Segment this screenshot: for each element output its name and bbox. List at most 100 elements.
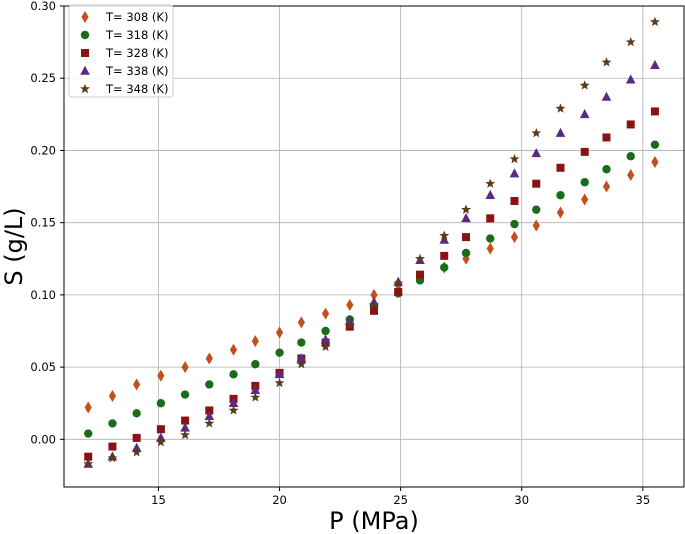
data-point xyxy=(601,57,612,67)
x-axis-ticks: 15 20 25 30 35 xyxy=(151,487,650,507)
data-point xyxy=(625,36,636,47)
data-point xyxy=(205,380,214,389)
x-tick-label: 35 xyxy=(636,493,651,507)
data-point xyxy=(531,148,542,158)
legend-marker xyxy=(80,65,90,75)
data-point xyxy=(439,234,450,244)
legend-marker xyxy=(81,49,89,57)
data-point xyxy=(133,378,141,391)
series-3-points xyxy=(84,107,659,461)
data-point xyxy=(555,127,566,137)
data-point xyxy=(556,191,565,200)
data-point xyxy=(84,452,93,461)
data-point xyxy=(602,133,611,142)
data-point xyxy=(346,299,354,311)
data-point xyxy=(601,91,612,101)
data-point xyxy=(229,370,238,379)
data-point xyxy=(649,16,660,27)
x-tick-label: 25 xyxy=(393,493,408,507)
data-point xyxy=(297,338,306,347)
data-point xyxy=(461,204,471,214)
legend-marker xyxy=(81,11,89,23)
data-point xyxy=(274,377,285,388)
data-point xyxy=(650,140,660,149)
data-point xyxy=(532,219,540,232)
data-point xyxy=(180,429,191,440)
data-point xyxy=(439,230,450,240)
data-point xyxy=(275,348,284,357)
data-point xyxy=(625,74,636,84)
data-point xyxy=(510,197,519,205)
series-2-points xyxy=(84,140,660,438)
x-tick-label: 15 xyxy=(151,493,166,507)
x-axis-label: P (MPa) xyxy=(329,507,419,534)
data-point xyxy=(205,406,214,415)
data-point xyxy=(107,452,118,463)
data-point xyxy=(555,103,566,113)
data-point xyxy=(486,234,495,243)
data-point xyxy=(228,397,239,408)
data-point xyxy=(83,458,94,469)
data-point xyxy=(108,419,117,428)
data-point xyxy=(581,193,589,206)
data-point xyxy=(180,390,190,399)
data-point xyxy=(251,335,259,348)
y-axis-ticks: 0.00 0.05 0.10 0.15 0.20 0.25 0.30 xyxy=(30,0,64,446)
data-point xyxy=(532,205,541,214)
legend-marker xyxy=(80,83,90,94)
legend-marker xyxy=(80,30,90,40)
data-point xyxy=(229,343,238,356)
data-point xyxy=(510,219,519,229)
data-point xyxy=(321,307,330,320)
data-point xyxy=(556,206,565,219)
data-point xyxy=(415,253,425,263)
data-point xyxy=(485,189,496,200)
data-point xyxy=(84,401,92,414)
data-point xyxy=(131,447,142,457)
data-point xyxy=(532,179,541,188)
data-point xyxy=(204,418,215,428)
data-point xyxy=(344,320,355,330)
y-axis-label: S (g/L) xyxy=(0,207,28,285)
legend-box xyxy=(68,4,174,98)
x-tick-label: 30 xyxy=(514,493,529,507)
legend-entry-label: T= 348 (K) xyxy=(105,82,168,96)
y-tick-label: 0.15 xyxy=(30,216,56,230)
data-point xyxy=(602,165,611,174)
legend-entry-label: T= 338 (K) xyxy=(105,64,168,78)
data-point xyxy=(320,334,331,344)
data-point xyxy=(440,251,449,260)
data-point xyxy=(251,360,260,369)
series-1-points xyxy=(84,156,659,414)
data-point xyxy=(580,178,589,187)
data-point xyxy=(204,410,215,421)
data-point xyxy=(580,147,589,156)
data-point xyxy=(461,248,471,258)
data-point xyxy=(510,231,519,244)
legend: T= 308 (K) T= 318 (K) T= 328 (K) T= 338 (K)… xyxy=(68,4,174,98)
data-point xyxy=(579,80,590,90)
data-point xyxy=(462,233,471,242)
legend-entry-label: T= 318 (K) xyxy=(105,28,168,42)
data-point xyxy=(626,120,635,129)
data-point xyxy=(275,326,284,339)
y-tick-label: 0.00 xyxy=(30,432,56,446)
series-4-points xyxy=(83,59,660,468)
data-point xyxy=(297,316,305,329)
data-point xyxy=(181,361,189,374)
data-points xyxy=(83,16,660,469)
data-point xyxy=(627,169,635,181)
data-point xyxy=(181,416,190,425)
data-point xyxy=(274,369,285,379)
y-tick-label: 0.20 xyxy=(30,143,56,157)
legend-entry-label: T= 308 (K) xyxy=(105,10,168,24)
data-point xyxy=(650,107,659,116)
plot-area-frame xyxy=(63,5,685,488)
data-point xyxy=(132,433,141,442)
data-point xyxy=(250,392,261,402)
data-point xyxy=(156,399,166,408)
data-point xyxy=(155,437,166,447)
data-point xyxy=(132,409,141,418)
y-tick-label: 0.30 xyxy=(30,0,56,13)
